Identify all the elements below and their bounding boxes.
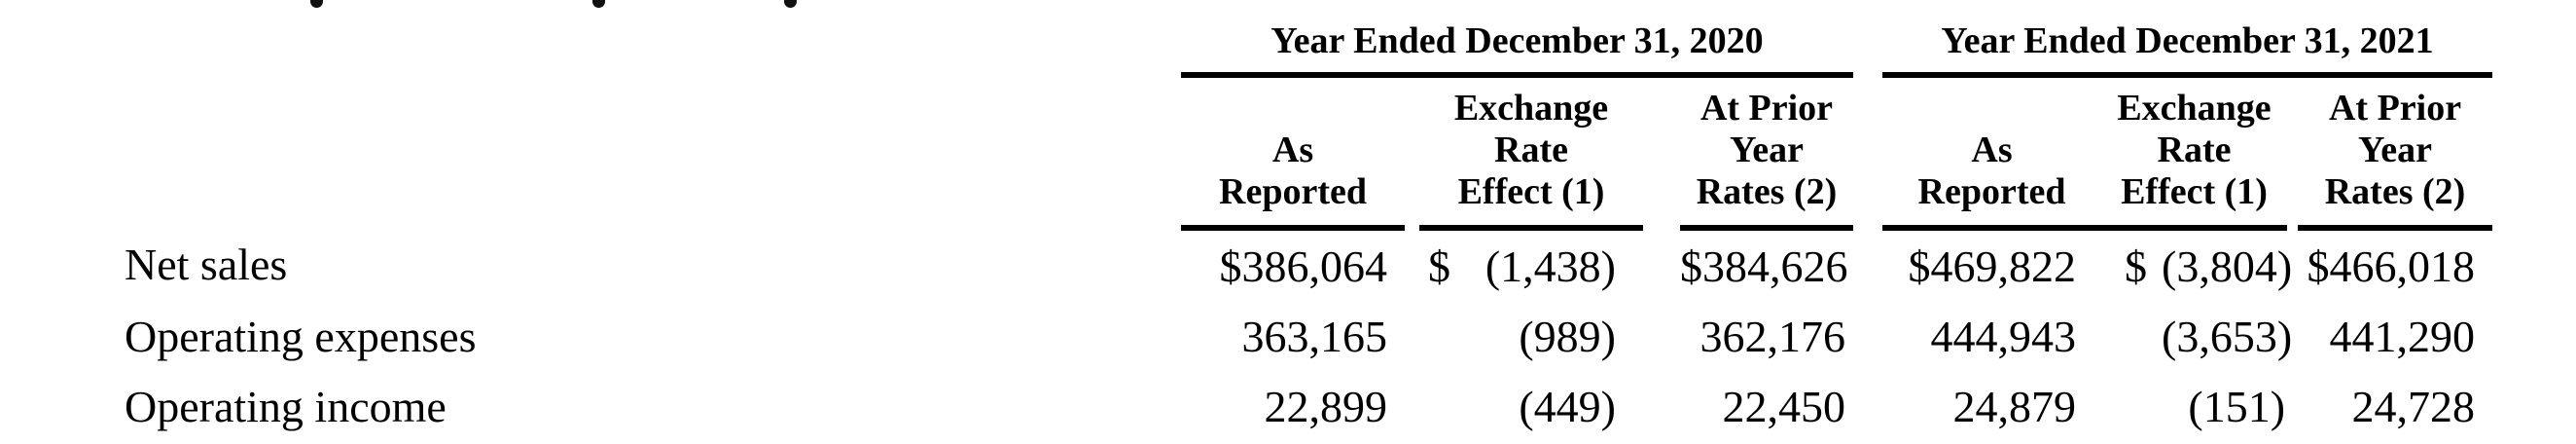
spacer [0, 14, 1181, 75]
col-header-2021-as-reported: As Reported [1882, 75, 2102, 231]
cell-2021-at-prior-year-rates-operating-expenses: 441,290 [2329, 311, 2476, 361]
cell-2021-exchange-rate-effect-operating-income: (151) [2188, 381, 2286, 431]
spacer [1643, 371, 1680, 441]
spacer [1643, 301, 1680, 371]
spacer [2287, 75, 2298, 228]
col-header-line: As [1971, 130, 2013, 170]
column-header-row: As Reported Exchange Rate Effect (1) At … [0, 75, 2576, 231]
spacer [2492, 14, 2576, 75]
constant-currency-financial-table: Year Ended December 31, 2020 Year Ended … [0, 14, 2576, 441]
cell-2020-at-prior-year-rates-operating-income: 22,450 [1722, 381, 1846, 431]
row-label-operating-expenses: Operating expenses [125, 311, 477, 361]
col-header-2020-exchange-rate-effect: Exchange Rate Effect (1) [1419, 75, 1643, 231]
cell-2020-as-reported-operating-income: 22,899 [1264, 381, 1388, 431]
cell-2021-as-reported-operating-expenses: 444,943 [1930, 311, 2077, 361]
cell-2021-as-reported-operating-income: 24,879 [1952, 381, 2077, 431]
col-header-line: Effect (1) [1457, 171, 1605, 212]
col-header-2021-at-prior-year-rates: At Prior Year Rates (2) [2298, 75, 2493, 231]
spacer [0, 75, 1181, 228]
col-header-line: Year [1730, 130, 1804, 170]
cell-2021-effect-currency-operating-income [2101, 371, 2162, 441]
row-label-net-sales: Net sales [125, 240, 288, 289]
spacer [1853, 14, 1882, 75]
spacer [1405, 75, 1419, 228]
cell-2020-as-reported-net-sales: $386,064 [1219, 240, 1388, 291]
cropped-text-descender [310, 0, 323, 8]
spacer [2492, 301, 2576, 371]
cell-2020-effect-currency-operating-expenses [1419, 301, 1479, 371]
col-header-line: At Prior [1699, 88, 1834, 129]
spacer [1853, 371, 1882, 441]
cell-2020-at-prior-year-rates-operating-expenses: 362,176 [1699, 311, 1846, 361]
spacer [2492, 228, 2576, 301]
col-header-line: As [1271, 130, 1314, 170]
spacer [2287, 371, 2298, 441]
spacer [1853, 301, 1882, 371]
year-group-header-2020: Year Ended December 31, 2020 [1181, 14, 1854, 78]
spacer [2492, 75, 2576, 228]
cell-2020-exchange-rate-effect-operating-income: (449) [1519, 381, 1616, 431]
cell-2021-exchange-rate-effect-operating-expenses: (3,653) [2162, 311, 2293, 361]
col-header-line: Exchange [1453, 88, 1609, 129]
table-row-operating-income: Operating income 22,899 (449) 22,450 24,… [0, 371, 2576, 441]
cell-2021-as-reported-net-sales: $469,822 [1908, 240, 2077, 291]
cell-2021-at-prior-year-rates-net-sales: $466,018 [2307, 240, 2476, 291]
col-header-line: Rate [1494, 130, 1568, 170]
col-header-line: Rates (2) [1696, 171, 1838, 212]
year-group-header-row: Year Ended December 31, 2020 Year Ended … [0, 14, 2576, 78]
col-header-line: Reported [1917, 171, 2066, 212]
col-header-2020-as-reported: As Reported [1181, 75, 1405, 231]
cell-2021-effect-currency-net-sales: $ [2125, 240, 2148, 291]
spacer [1643, 75, 1680, 228]
spacer [1405, 228, 1419, 301]
table-row-net-sales: Net sales $386,064 $ (1,438) $384,626 $4… [0, 228, 2576, 301]
col-header-2021-exchange-rate-effect: Exchange Rate Effect (1) [2101, 75, 2288, 231]
spacer [1643, 228, 1680, 301]
cell-2021-exchange-rate-effect-net-sales: (3,804) [2162, 240, 2293, 291]
spacer [1405, 371, 1419, 441]
cell-2020-effect-currency-operating-income [1419, 371, 1479, 441]
cropped-text-descender [592, 0, 605, 8]
spacer [1853, 228, 1882, 301]
col-header-2020-at-prior-year-rates: At Prior Year Rates (2) [1680, 75, 1854, 231]
col-header-line: Rates (2) [2324, 171, 2466, 212]
col-header-line: Reported [1219, 171, 1367, 212]
col-header-line: Year [2358, 130, 2432, 170]
col-header-line: Rate [2157, 130, 2232, 170]
year-group-header-2021: Year Ended December 31, 2021 [1882, 14, 2493, 78]
row-label-operating-income: Operating income [125, 381, 447, 431]
col-header-line: At Prior [2328, 88, 2462, 129]
spacer [1405, 301, 1419, 371]
col-header-line: Effect (1) [2121, 171, 2268, 212]
cell-2020-at-prior-year-rates-net-sales: $384,626 [1680, 240, 1848, 291]
cell-2020-effect-currency-net-sales: $ [1428, 240, 1450, 291]
col-header-line: Exchange [2117, 88, 2272, 129]
cell-2020-exchange-rate-effect-net-sales: (1,438) [1485, 240, 1616, 291]
table-row-operating-expenses: Operating expenses 363,165 (989) 362,176… [0, 301, 2576, 371]
cell-2021-effect-currency-operating-expenses [2101, 301, 2162, 371]
cell-2021-at-prior-year-rates-operating-income: 24,728 [2351, 381, 2476, 431]
cell-2020-exchange-rate-effect-operating-expenses: (989) [1519, 311, 1616, 361]
spacer [2492, 371, 2576, 441]
spacer [1853, 75, 1882, 228]
cell-2020-as-reported-operating-expenses: 363,165 [1241, 311, 1388, 361]
cropped-text-descender [784, 0, 797, 8]
